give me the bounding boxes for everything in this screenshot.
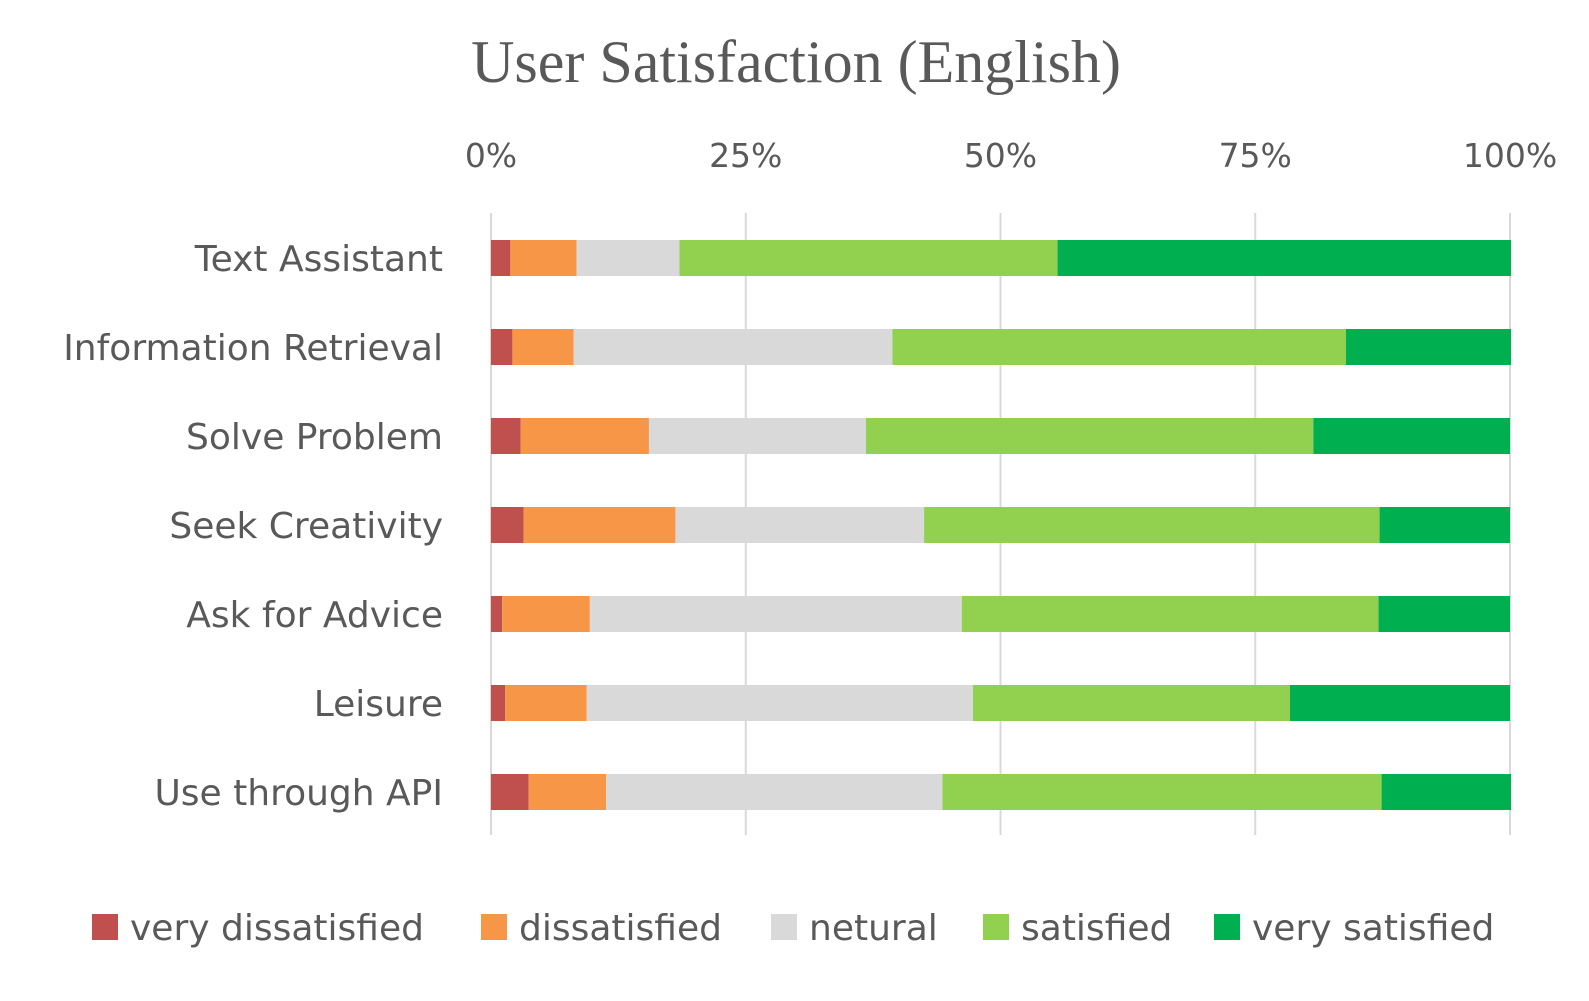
bar-segment-satisfied xyxy=(865,418,1314,454)
category-label: Solve Problem xyxy=(186,417,443,458)
x-tick-label: 50% xyxy=(964,136,1037,175)
bar-segment-dissatisfied xyxy=(505,685,587,721)
bar-segment-satisfied xyxy=(942,774,1382,810)
bar-segment-netural xyxy=(586,685,973,721)
x-tick-label: 100% xyxy=(1463,136,1557,175)
bar-segment-satisfied xyxy=(679,240,1058,276)
legend-swatch xyxy=(771,914,797,940)
bar-segment-satisfied xyxy=(924,507,1380,543)
category-label: Seek Creativity xyxy=(169,506,443,547)
x-axis-ticks: 0% 25% 50% 75% 100% xyxy=(465,136,1557,175)
bar-segment-satisfied xyxy=(972,685,1290,721)
legend-swatch xyxy=(983,914,1009,940)
x-tick-label: 25% xyxy=(709,136,782,175)
chart-title: User Satisfaction (English) xyxy=(471,29,1121,95)
category-label: Leisure xyxy=(314,684,443,725)
bar-segment-netural xyxy=(606,774,943,810)
bar-segment-very-dissatisfied xyxy=(491,774,529,810)
legend-swatch xyxy=(92,914,118,940)
bar-segment-very-dissatisfied xyxy=(491,240,511,276)
category-label: Information Retrieval xyxy=(63,328,443,369)
bar-segment-netural xyxy=(648,418,866,454)
bar-segment-very-satisfied xyxy=(1289,685,1510,721)
bar-segment-very-dissatisfied xyxy=(491,596,503,632)
bar-segment-very-dissatisfied xyxy=(491,507,524,543)
bar-segment-very-satisfied xyxy=(1057,240,1512,276)
legend-label: netural xyxy=(809,908,938,949)
bar-segment-very-dissatisfied xyxy=(491,329,513,365)
legend: very dissatisfied dissatisfied netural sati… xyxy=(92,908,1494,949)
category-label: Use through API xyxy=(154,773,443,814)
bar-segment-dissatisfied xyxy=(523,507,676,543)
bar-segment-very-dissatisfied xyxy=(491,685,506,721)
bar-segment-very-satisfied xyxy=(1345,329,1512,365)
bar-segment-very-satisfied xyxy=(1378,596,1510,632)
bar-segment-dissatisfied xyxy=(512,329,574,365)
legend-swatch xyxy=(1214,914,1240,940)
bar-segment-netural xyxy=(573,329,893,365)
bar-segment-very-satisfied xyxy=(1379,507,1510,543)
bars xyxy=(491,240,1512,810)
bar-segment-satisfied xyxy=(961,596,1379,632)
bar-segment-satisfied xyxy=(892,329,1346,365)
legend-label: satisfied xyxy=(1021,908,1172,949)
bar-segment-very-satisfied xyxy=(1381,774,1512,810)
x-tick-label: 0% xyxy=(465,136,517,175)
bar-segment-very-satisfied xyxy=(1313,418,1510,454)
x-tick-label: 75% xyxy=(1219,136,1292,175)
legend-label: very satisfied xyxy=(1252,908,1494,949)
category-label: Ask for Advice xyxy=(186,595,443,636)
bar-segment-dissatisfied xyxy=(502,596,590,632)
bar-segment-netural xyxy=(675,507,925,543)
bar-segment-netural xyxy=(589,596,962,632)
category-label: Text Assistant xyxy=(194,239,443,280)
bar-segment-dissatisfied xyxy=(510,240,577,276)
y-axis-categories: Text Assistant Information Retrieval Solve… xyxy=(63,239,443,814)
bar-segment-dissatisfied xyxy=(528,774,607,810)
legend-swatch xyxy=(481,914,507,940)
bar-segment-dissatisfied xyxy=(520,418,649,454)
legend-label: very dissatisfied xyxy=(130,908,424,949)
legend-label: dissatisfied xyxy=(519,908,722,949)
bar-segment-very-dissatisfied xyxy=(491,418,521,454)
bar-segment-netural xyxy=(576,240,680,276)
